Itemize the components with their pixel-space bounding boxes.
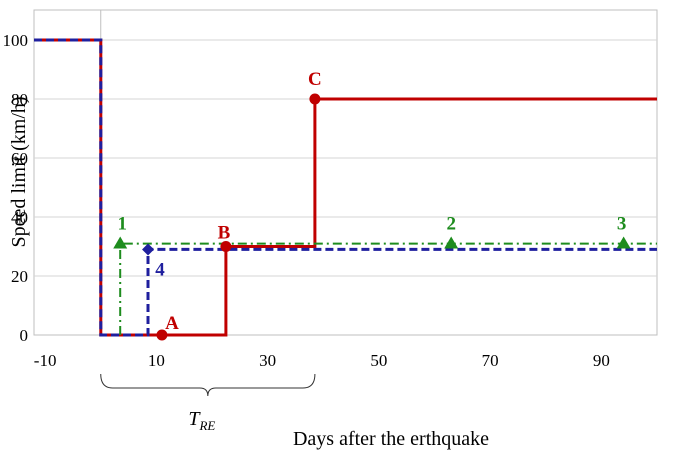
series-lines (34, 38, 657, 337)
series-line-dashdot (119, 242, 657, 335)
point-label-C: C (308, 69, 322, 90)
point-label-1: 1 (117, 214, 127, 235)
interval-label-main: T (188, 408, 201, 430)
point-marker-2 (444, 236, 459, 249)
y-tick-label: 100 (3, 31, 29, 50)
y-tick-label: 40 (11, 208, 28, 227)
x-tick-label: 70 (482, 351, 499, 370)
y-axis-label: Speed limit (km/h) (8, 96, 30, 247)
point-markers: A B C 1 2 3 4 (113, 69, 631, 341)
x-axis-label: Days after the erthquake (293, 428, 489, 450)
x-tick-label: 30 (259, 351, 276, 370)
point-label-3: 3 (617, 214, 627, 235)
series-line-dashed (34, 38, 657, 337)
point-label-2: 2 (446, 214, 456, 235)
point-marker-B (220, 241, 232, 252)
point-label-4: 4 (155, 259, 165, 280)
interval-brace: TRE (100, 373, 316, 433)
x-tick-label: 10 (148, 351, 165, 370)
x-tick-label: 50 (370, 351, 387, 370)
y-tick-label: 80 (11, 90, 28, 109)
interval-label-sub: RE (198, 418, 215, 433)
point-label-B: B (218, 223, 231, 244)
point-marker-4 (142, 243, 155, 256)
plot-area-frame (33, 9, 658, 336)
grid-lines (34, 10, 657, 335)
x-tick-label: 90 (593, 351, 610, 370)
tick-labels: 0 20 40 60 80 100 -10 10 30 50 70 90 (3, 31, 610, 370)
interval-brace-path (100, 373, 316, 397)
y-tick-label: 60 (11, 149, 28, 168)
y-tick-label: 20 (11, 267, 28, 286)
point-marker-C (309, 93, 321, 105)
x-tick-label: -10 (34, 351, 57, 370)
interval-label: TRE (188, 408, 215, 433)
point-marker-3 (616, 236, 631, 249)
point-marker-1 (113, 236, 128, 249)
point-marker-A (156, 329, 168, 341)
series-line-solid (34, 38, 657, 337)
y-tick-label: 0 (20, 326, 29, 345)
point-label-A: A (165, 313, 179, 334)
